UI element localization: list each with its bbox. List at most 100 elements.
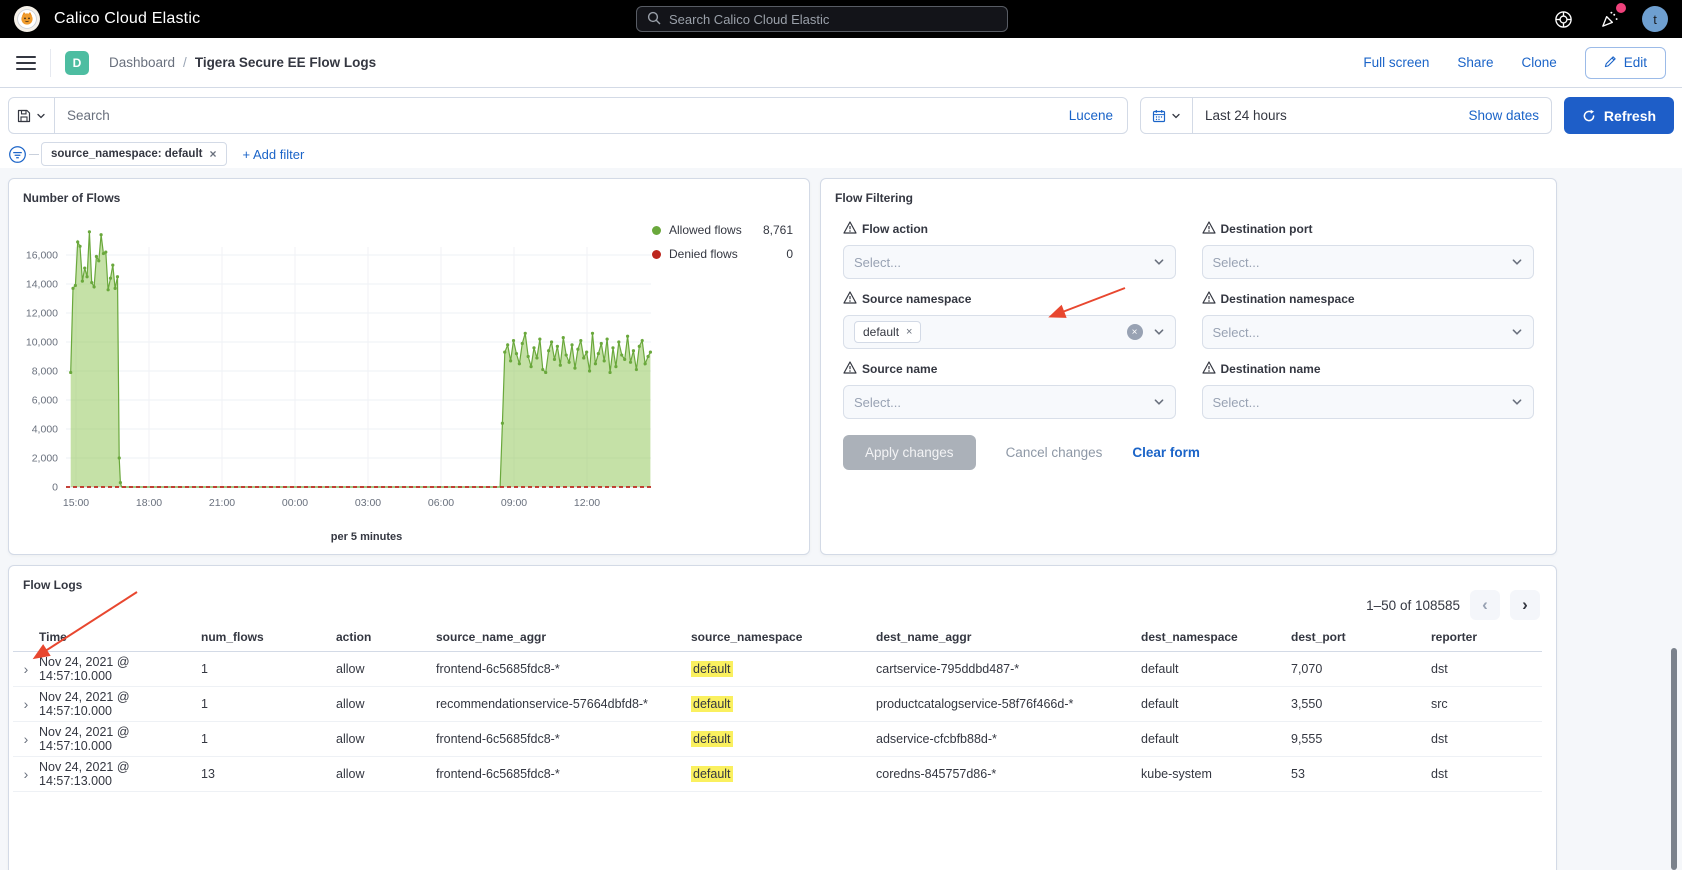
destination-port-select[interactable]: Select... bbox=[1201, 245, 1534, 279]
table-cell-dest_name_aggr: coredns-845757d86-* bbox=[876, 767, 997, 781]
source-name-select[interactable]: Select... bbox=[843, 385, 1176, 419]
calico-logo-icon[interactable] bbox=[14, 6, 40, 32]
table-cell-source_namespace: default bbox=[691, 766, 733, 782]
table-cell-reporter: dst bbox=[1431, 662, 1448, 676]
table-cell-dest_port: 53 bbox=[1291, 767, 1305, 781]
breadcrumb-dashboard[interactable]: Dashboard bbox=[109, 55, 176, 70]
column-header-source_namespace[interactable]: source_namespace bbox=[691, 629, 803, 644]
table-cell-dest_name_aggr: productcatalogservice-58f76f466d-* bbox=[876, 697, 1074, 711]
vertical-scrollbar[interactable] bbox=[1671, 648, 1677, 870]
expand-row-icon[interactable]: › bbox=[23, 731, 29, 747]
destination-namespace-select[interactable]: Select... bbox=[1201, 315, 1534, 349]
apply-changes-button[interactable]: Apply changes bbox=[843, 435, 976, 470]
flow-action-select[interactable]: Select... bbox=[843, 245, 1176, 279]
legend-item-allowed[interactable]: Allowed flows 8,761 bbox=[652, 223, 793, 237]
clear-selection-icon[interactable]: × bbox=[1126, 324, 1143, 340]
column-header-dest_port[interactable]: dest_port bbox=[1291, 629, 1346, 644]
table-cell-source_name_aggr: frontend-6c5685fdc8-* bbox=[436, 662, 560, 676]
column-header-action[interactable]: action bbox=[336, 629, 372, 644]
field-label: Source name bbox=[862, 362, 938, 376]
query-search-input[interactable]: Search bbox=[67, 108, 110, 123]
flow-filtering-panel: Flow Filtering Flow action Select... Des… bbox=[820, 178, 1557, 555]
calendar-button[interactable] bbox=[1141, 98, 1193, 133]
expand-row-icon[interactable]: › bbox=[23, 766, 29, 782]
save-icon bbox=[17, 109, 31, 122]
field-destination-namespace: Destination namespace Select... bbox=[1201, 279, 1534, 349]
table-cell-dest_port: 9,555 bbox=[1291, 732, 1323, 746]
edit-button[interactable]: Edit bbox=[1584, 46, 1666, 79]
add-filter-link[interactable]: + Add filter bbox=[242, 146, 305, 162]
cancel-changes-button[interactable]: Cancel changes bbox=[1005, 445, 1103, 460]
denied-dot-icon bbox=[652, 249, 661, 259]
close-icon[interactable]: × bbox=[906, 326, 913, 338]
column-header-reporter[interactable]: reporter bbox=[1431, 629, 1478, 644]
share-link[interactable]: Share bbox=[1457, 55, 1494, 70]
time-range-value[interactable]: Last 24 hours bbox=[1205, 108, 1287, 123]
table-row[interactable]: › Nov 24, 2021 @ 14:57:13.000 13 allow front… bbox=[13, 757, 1542, 792]
table-header-row: Time num_flows action source_name_aggr sourc… bbox=[13, 622, 1542, 652]
table-cell-num_flows: 1 bbox=[201, 662, 208, 676]
selected-value-chip[interactable]: default × bbox=[854, 321, 922, 343]
show-dates-link[interactable]: Show dates bbox=[1468, 108, 1539, 123]
previous-page-button[interactable]: ‹ bbox=[1470, 590, 1500, 620]
expand-row-icon[interactable]: › bbox=[23, 661, 29, 677]
global-search-input[interactable]: Search Calico Cloud Elastic bbox=[636, 6, 1008, 32]
x-tick-label: 12:00 bbox=[574, 497, 600, 509]
field-label: Destination port bbox=[1220, 222, 1313, 236]
flows-chart[interactable]: 15:00 18:00 21:00 00:00 03:00 06:00 09:00 12:00… bbox=[9, 229, 674, 534]
y-tick-label: 6,000 bbox=[32, 395, 58, 407]
column-header-Time[interactable]: Time bbox=[39, 629, 67, 644]
pagination-count: 1–50 of 108585 bbox=[1366, 597, 1460, 613]
expand-row-icon[interactable]: › bbox=[23, 696, 29, 712]
full-screen-link[interactable]: Full screen bbox=[1363, 55, 1430, 70]
user-avatar[interactable]: t bbox=[1642, 6, 1668, 32]
number-of-flows-panel: Number of Flows 15:00 18:00 21:00 00:00 03:0… bbox=[8, 178, 810, 555]
close-icon[interactable]: × bbox=[209, 147, 217, 161]
column-header-source_name_aggr[interactable]: source_name_aggr bbox=[436, 629, 547, 644]
table-cell-Time: Nov 24, 2021 @ 14:57:10.000 bbox=[39, 690, 130, 718]
flow-logs-panel: Flow Logs 1–50 of 108585 ‹ › Time num_flo… bbox=[8, 565, 1557, 870]
table-cell-dest_name_aggr: adservice-cfcbfb88d-* bbox=[876, 732, 997, 746]
field-label: Destination namespace bbox=[1220, 292, 1355, 306]
column-header-dest_name_aggr[interactable]: dest_name_aggr bbox=[876, 629, 972, 644]
chrome-bar: D Dashboard / Tigera Secure EE Flow Logs… bbox=[0, 38, 1682, 88]
source-namespace-select[interactable]: default × × bbox=[843, 315, 1176, 349]
legend-item-denied[interactable]: Denied flows 0 bbox=[652, 247, 793, 261]
x-tick-label: 09:00 bbox=[501, 497, 527, 509]
divider bbox=[50, 48, 51, 77]
help-icon[interactable] bbox=[1550, 6, 1576, 32]
filter-icon[interactable] bbox=[8, 145, 27, 164]
newsfeed-icon[interactable] bbox=[1596, 3, 1626, 32]
table-row[interactable]: › Nov 24, 2021 @ 14:57:10.000 1 allow recomm… bbox=[13, 687, 1542, 722]
destination-name-select[interactable]: Select... bbox=[1201, 385, 1534, 419]
refresh-button[interactable]: Refresh bbox=[1564, 97, 1674, 134]
column-header-dest_namespace[interactable]: dest_namespace bbox=[1141, 629, 1238, 644]
next-page-button[interactable]: › bbox=[1510, 590, 1540, 620]
date-picker: Last 24 hours Show dates bbox=[1140, 97, 1552, 134]
table-row[interactable]: › Nov 24, 2021 @ 14:57:10.000 1 allow fronte… bbox=[13, 652, 1542, 687]
query-language-button[interactable]: Lucene bbox=[1068, 108, 1113, 123]
y-tick-label: 4,000 bbox=[32, 424, 58, 436]
chip-label: default bbox=[863, 325, 900, 339]
table-cell-source_name_aggr: recommendationservice-57664dbfd8-* bbox=[436, 697, 648, 711]
space-badge[interactable]: D bbox=[65, 50, 89, 75]
field-destination-name: Destination name Select... bbox=[1201, 349, 1534, 419]
saved-query-button[interactable] bbox=[9, 98, 55, 133]
column-header-num_flows[interactable]: num_flows bbox=[201, 629, 264, 644]
clone-link[interactable]: Clone bbox=[1521, 55, 1557, 70]
y-tick-label: 16,000 bbox=[26, 250, 58, 262]
chevron-down-icon bbox=[1154, 259, 1163, 265]
table-cell-num_flows: 13 bbox=[201, 767, 215, 781]
clear-form-button[interactable]: Clear form bbox=[1132, 445, 1200, 460]
y-tick-label: 14,000 bbox=[26, 279, 58, 291]
table-row[interactable]: › Nov 24, 2021 @ 14:57:10.000 1 allow fronte… bbox=[13, 722, 1542, 757]
select-placeholder: Select... bbox=[1212, 394, 1260, 410]
menu-icon[interactable] bbox=[16, 55, 36, 70]
table-cell-source_namespace: default bbox=[691, 731, 733, 747]
table-cell-dest_port: 7,070 bbox=[1291, 662, 1323, 676]
field-source-namespace: Source namespace default × × bbox=[843, 279, 1176, 349]
table-cell-Time: Nov 24, 2021 @ 14:57:10.000 bbox=[39, 725, 130, 753]
dashboard-content: Number of Flows 15:00 18:00 21:00 00:00 03:0… bbox=[0, 168, 1682, 870]
filter-pill-source-namespace[interactable]: source_namespace: default × bbox=[41, 142, 227, 166]
table-cell-reporter: dst bbox=[1431, 732, 1448, 746]
